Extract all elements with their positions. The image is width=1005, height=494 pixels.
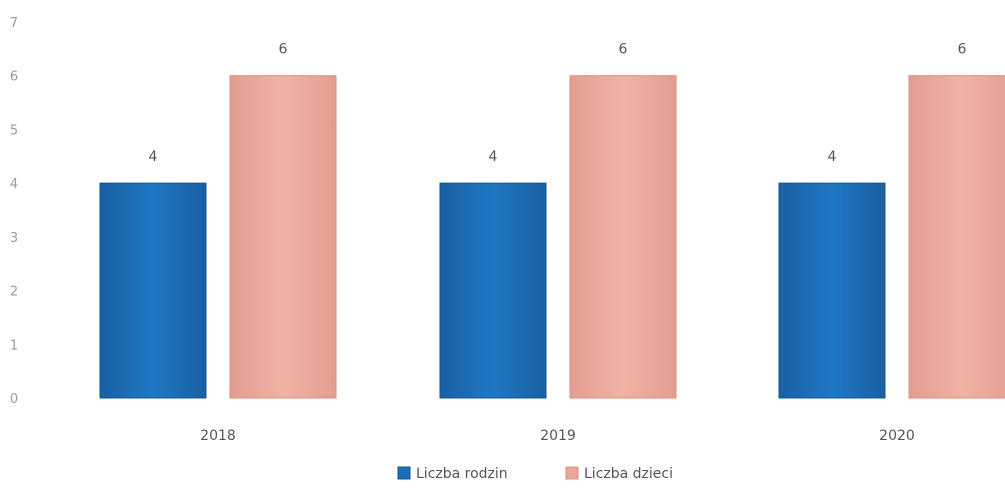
legend-label: Liczba dzieci	[584, 466, 673, 482]
data-label: 4	[489, 149, 498, 165]
bar-liczba-rodzin-2019	[439, 182, 547, 399]
data-label: 6	[619, 42, 628, 58]
x-tick-label: 2018	[200, 428, 236, 444]
x-tick-label: 2019	[540, 428, 576, 444]
y-tick-label: 7	[10, 16, 18, 31]
x-tick-label: 2020	[879, 428, 915, 444]
y-tick-label: 4	[10, 177, 18, 192]
bar-liczba-dzieci-2019	[569, 75, 677, 399]
bar-liczba-rodzin-2020	[778, 182, 886, 399]
bar-liczba-rodzin-2018	[99, 182, 207, 399]
legend-label: Liczba rodzin	[416, 466, 508, 482]
bar-liczba-dzieci-2018	[229, 75, 337, 399]
y-tick-label: 1	[10, 338, 18, 353]
x-axis: 2018 2019 2020	[200, 428, 915, 444]
legend: Liczba rodzin Liczba dzieci	[397, 466, 673, 482]
y-tick-label: 6	[10, 70, 18, 85]
y-axis: 0 1 2 3 4 5 6 7	[10, 16, 18, 407]
data-labels: 4 6 4 6 4 6	[149, 42, 967, 165]
legend-swatch	[397, 466, 411, 480]
data-label: 4	[828, 149, 837, 165]
bars	[99, 75, 1005, 399]
bar-liczba-dzieci-2020	[908, 75, 1005, 399]
y-tick-label: 2	[10, 285, 18, 300]
legend-swatch	[565, 466, 579, 480]
data-label: 6	[279, 42, 288, 58]
y-tick-label: 3	[10, 231, 18, 246]
data-label: 4	[149, 149, 158, 165]
y-tick-label: 5	[10, 123, 18, 138]
y-tick-label: 0	[10, 392, 18, 407]
data-label: 6	[958, 42, 967, 58]
